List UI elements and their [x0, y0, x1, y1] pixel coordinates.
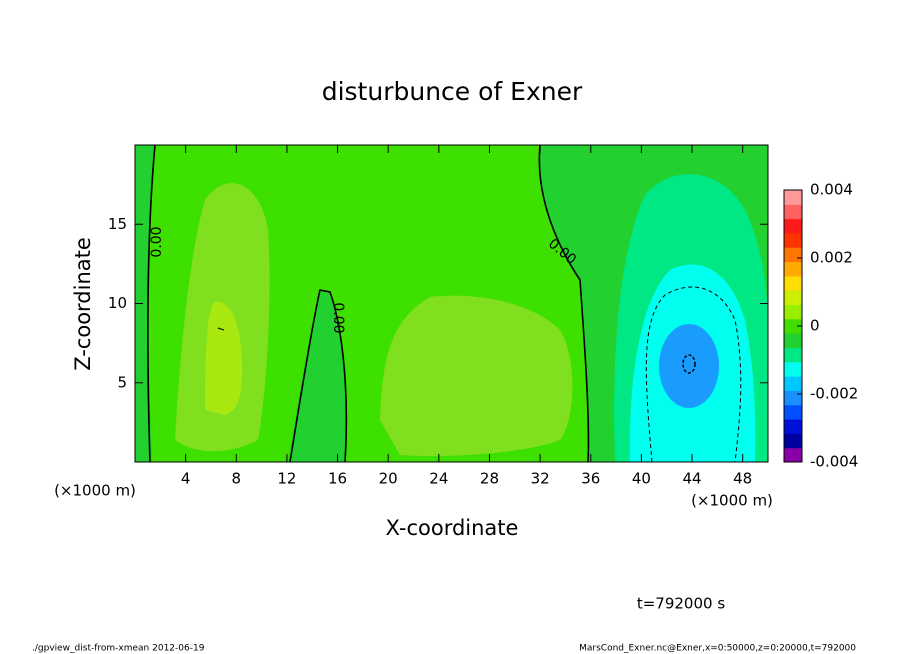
field-region: [659, 324, 719, 408]
colorbar-tick-label: -0.004: [810, 453, 858, 471]
contour-line: [682, 354, 696, 374]
colorbar-band: [784, 247, 802, 263]
chart-title: disturbunce of Exner: [322, 77, 583, 106]
colorbar-band: [784, 419, 802, 434]
colorbar-band: [784, 376, 802, 391]
colorbar-band: [784, 232, 802, 248]
x-tick-label: 28: [480, 470, 499, 488]
contour-line: [217, 327, 225, 331]
colorbar-band: [784, 318, 802, 334]
x-axis-label: X-coordinate: [386, 516, 519, 540]
contour-label: 0.00: [149, 226, 165, 257]
x-tick-label: 48: [733, 470, 752, 488]
colorbar-band: [784, 261, 802, 277]
y-axis-label: Z-coordinate: [71, 237, 95, 371]
colorbar-band: [784, 447, 802, 463]
x-unit: (×1000 m): [691, 492, 773, 510]
x-tick-label: 24: [429, 470, 448, 488]
colorbar-band: [784, 333, 802, 348]
colorbar-tick-label: 0: [810, 317, 820, 335]
x-tick-label: 4: [181, 470, 191, 488]
contour-line: [147, 145, 156, 462]
colorbar-band: [784, 218, 802, 234]
contour-line: [645, 286, 742, 462]
x-tick-label: 12: [277, 470, 296, 488]
y-tick-label: 5: [117, 373, 127, 391]
x-tick-label: 36: [581, 470, 600, 488]
colorbar-tick-label: 0.002: [810, 249, 853, 267]
x-tick-label: 20: [379, 470, 398, 488]
footer-left: ./gpview_dist-from-xmean 2012-06-19: [32, 644, 205, 654]
contour-line: [289, 289, 348, 462]
y-tick-label: 10: [108, 294, 127, 312]
field-region: [288, 290, 348, 462]
x-tick-label: 32: [531, 470, 550, 488]
colorbar-band: [784, 361, 802, 377]
colorbar-band: [784, 404, 802, 420]
x-tick-label: 44: [682, 470, 701, 488]
colorbar-band: [784, 190, 802, 205]
x-tick-label: 40: [632, 470, 651, 488]
time-label: t=792000 s: [637, 595, 725, 613]
x-unit: (×1000 m): [54, 482, 136, 500]
x-tick-label: 16: [328, 470, 347, 488]
colorbar-band: [784, 347, 802, 363]
y-tick-label: 15: [108, 215, 127, 233]
colorbar-band: [784, 390, 802, 406]
colorbar-band: [784, 204, 802, 220]
colorbar-band: [784, 433, 802, 449]
colorbar-tick-label: -0.002: [810, 385, 858, 403]
colorbar-band: [784, 304, 802, 320]
contour-field: [135, 145, 768, 462]
x-tick-label: 8: [232, 470, 242, 488]
colorbar-band: [784, 290, 802, 306]
contour-label: 0.00: [330, 302, 346, 333]
colorbar-tick-label: 0.004: [810, 181, 853, 199]
colorbar-band: [784, 275, 802, 291]
contour-line: [538, 145, 590, 462]
field-region: [205, 301, 243, 415]
footer-right: MarsCond_Exner.nc@Exner,x=0:50000,z=0:20…: [579, 644, 856, 654]
field-region: [380, 295, 573, 457]
